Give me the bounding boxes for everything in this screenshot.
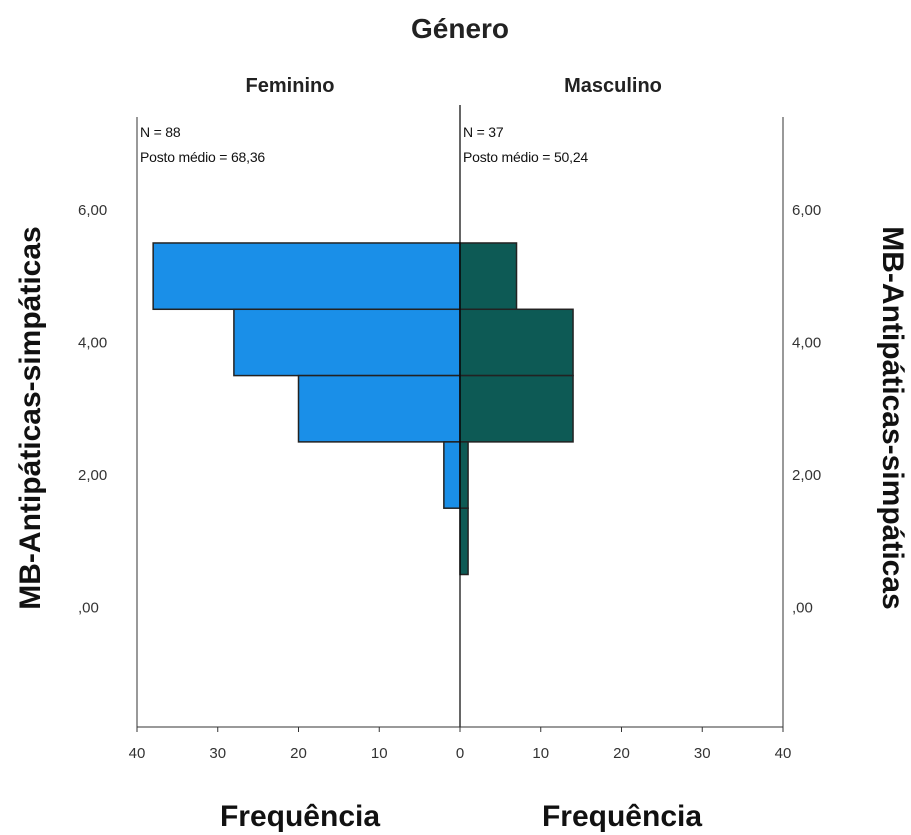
bar-masculino-5 (459, 242, 518, 311)
x-tick-label: 20 (613, 745, 630, 762)
x-tick-label: 40 (129, 745, 146, 762)
x-tick-label: 10 (371, 745, 388, 762)
x-tick-label: 30 (209, 745, 226, 762)
panel-title-masculino: Masculino (564, 75, 662, 97)
y-axis-label-left: MB-Antipáticas-simpáticas (14, 226, 47, 609)
y-tick-label-left: ,00 (78, 600, 99, 617)
bar-feminino-4 (233, 308, 461, 377)
y-axis-label-right: MB-Antipáticas-simpáticas (876, 226, 909, 609)
bars-group (152, 242, 574, 576)
y-tick-label-left: 4,00 (78, 334, 107, 351)
panel-title-feminino: Feminino (246, 75, 335, 97)
y-tick-label-right: 4,00 (792, 334, 821, 351)
y-tick-label-right: 6,00 (792, 202, 821, 219)
x-tick-label: 40 (775, 745, 792, 762)
y-tick-label-left: 2,00 (78, 467, 107, 484)
x-ticks-group: 40 30 20 10 0 10 20 30 40 (129, 727, 792, 762)
x-tick-label: 30 (694, 745, 711, 762)
y-ticks-group: ,00 ,00 2,00 2,00 4,00 4,00 6,00 6,00 (78, 202, 821, 617)
x-tick-label: 0 (456, 745, 464, 762)
mean-rank-label-feminino: Posto médio = 68,36 (140, 149, 265, 165)
x-tick-label: 10 (532, 745, 549, 762)
bar-feminino-3 (297, 374, 461, 443)
bar-masculino-4 (459, 308, 574, 377)
n-label-masculino: N = 37 (463, 124, 504, 140)
chart-title: Género (411, 13, 509, 44)
bar-masculino-2 (459, 441, 469, 509)
x-tick-label: 20 (290, 745, 307, 762)
bar-masculino-3 (459, 374, 574, 443)
y-tick-label-left: 6,00 (78, 202, 107, 219)
bar-masculino-1 (459, 507, 469, 576)
n-label-feminino: N = 88 (140, 124, 181, 140)
x-axis-label-left: Frequência (220, 800, 380, 833)
bar-feminino-2 (443, 441, 461, 509)
mean-rank-label-masculino: Posto médio = 50,24 (463, 149, 588, 165)
y-tick-label-right: 2,00 (792, 467, 821, 484)
x-axis-label-right: Frequência (542, 800, 702, 833)
bar-feminino-5 (152, 242, 461, 311)
y-tick-label-right: ,00 (792, 600, 813, 617)
